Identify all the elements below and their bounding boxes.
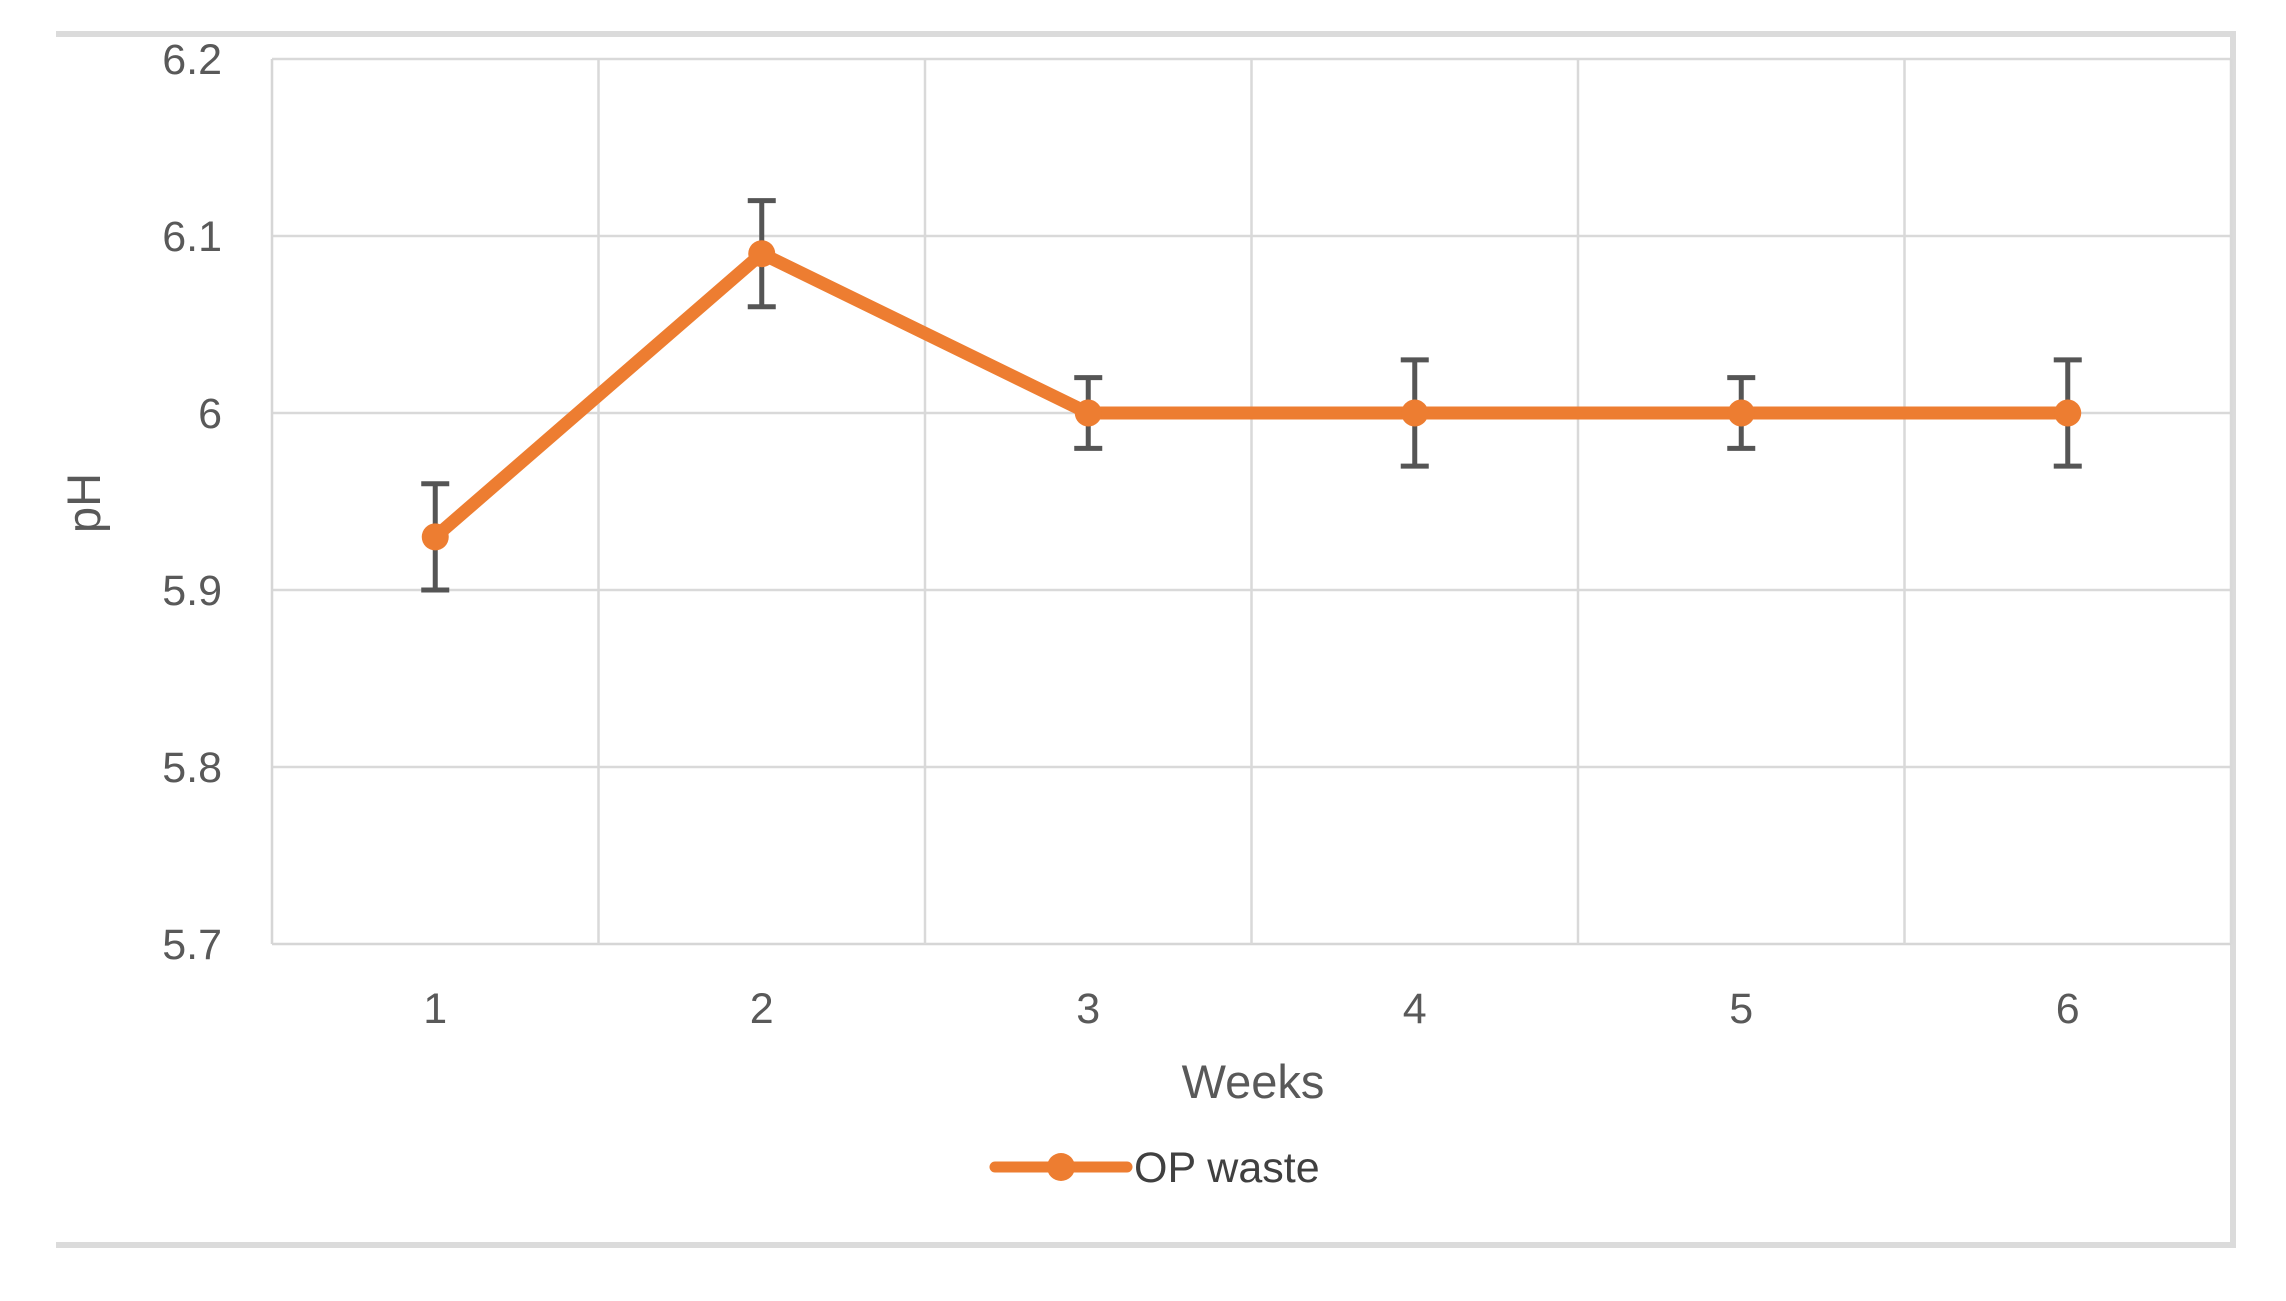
data-point-marker	[421, 523, 449, 551]
x-tick-label: 2	[750, 985, 774, 1033]
x-tick-label: 6	[2056, 985, 2080, 1033]
x-tick-label: 3	[1076, 985, 1100, 1033]
legend: OP waste	[989, 1144, 1320, 1192]
x-tick-label: 4	[1403, 985, 1427, 1033]
y-tick-label: 5.7	[162, 921, 222, 969]
y-tick-label: 5.9	[162, 567, 222, 615]
y-tick-label: 6.1	[162, 213, 222, 261]
y-axis-title: pH	[57, 473, 110, 533]
data-point-marker	[1727, 399, 1755, 427]
legend-marker-sample	[1047, 1153, 1075, 1181]
y-tick-label: 6.2	[162, 36, 222, 84]
x-axis-title: Weeks	[1182, 1055, 1325, 1108]
x-tick-label: 1	[423, 985, 447, 1033]
data-point-marker	[748, 240, 776, 268]
x-tick-label: 5	[1729, 985, 1753, 1033]
data-point-marker	[2054, 399, 2082, 427]
legend-label: OP waste	[1134, 1144, 1320, 1192]
series-line	[428, 247, 2075, 544]
y-tick-label: 6	[198, 390, 222, 438]
data-point-marker	[1401, 399, 1429, 427]
data-point-marker	[1074, 399, 1102, 427]
y-tick-label: 5.8	[162, 744, 222, 792]
figure-border	[56, 31, 2236, 1248]
